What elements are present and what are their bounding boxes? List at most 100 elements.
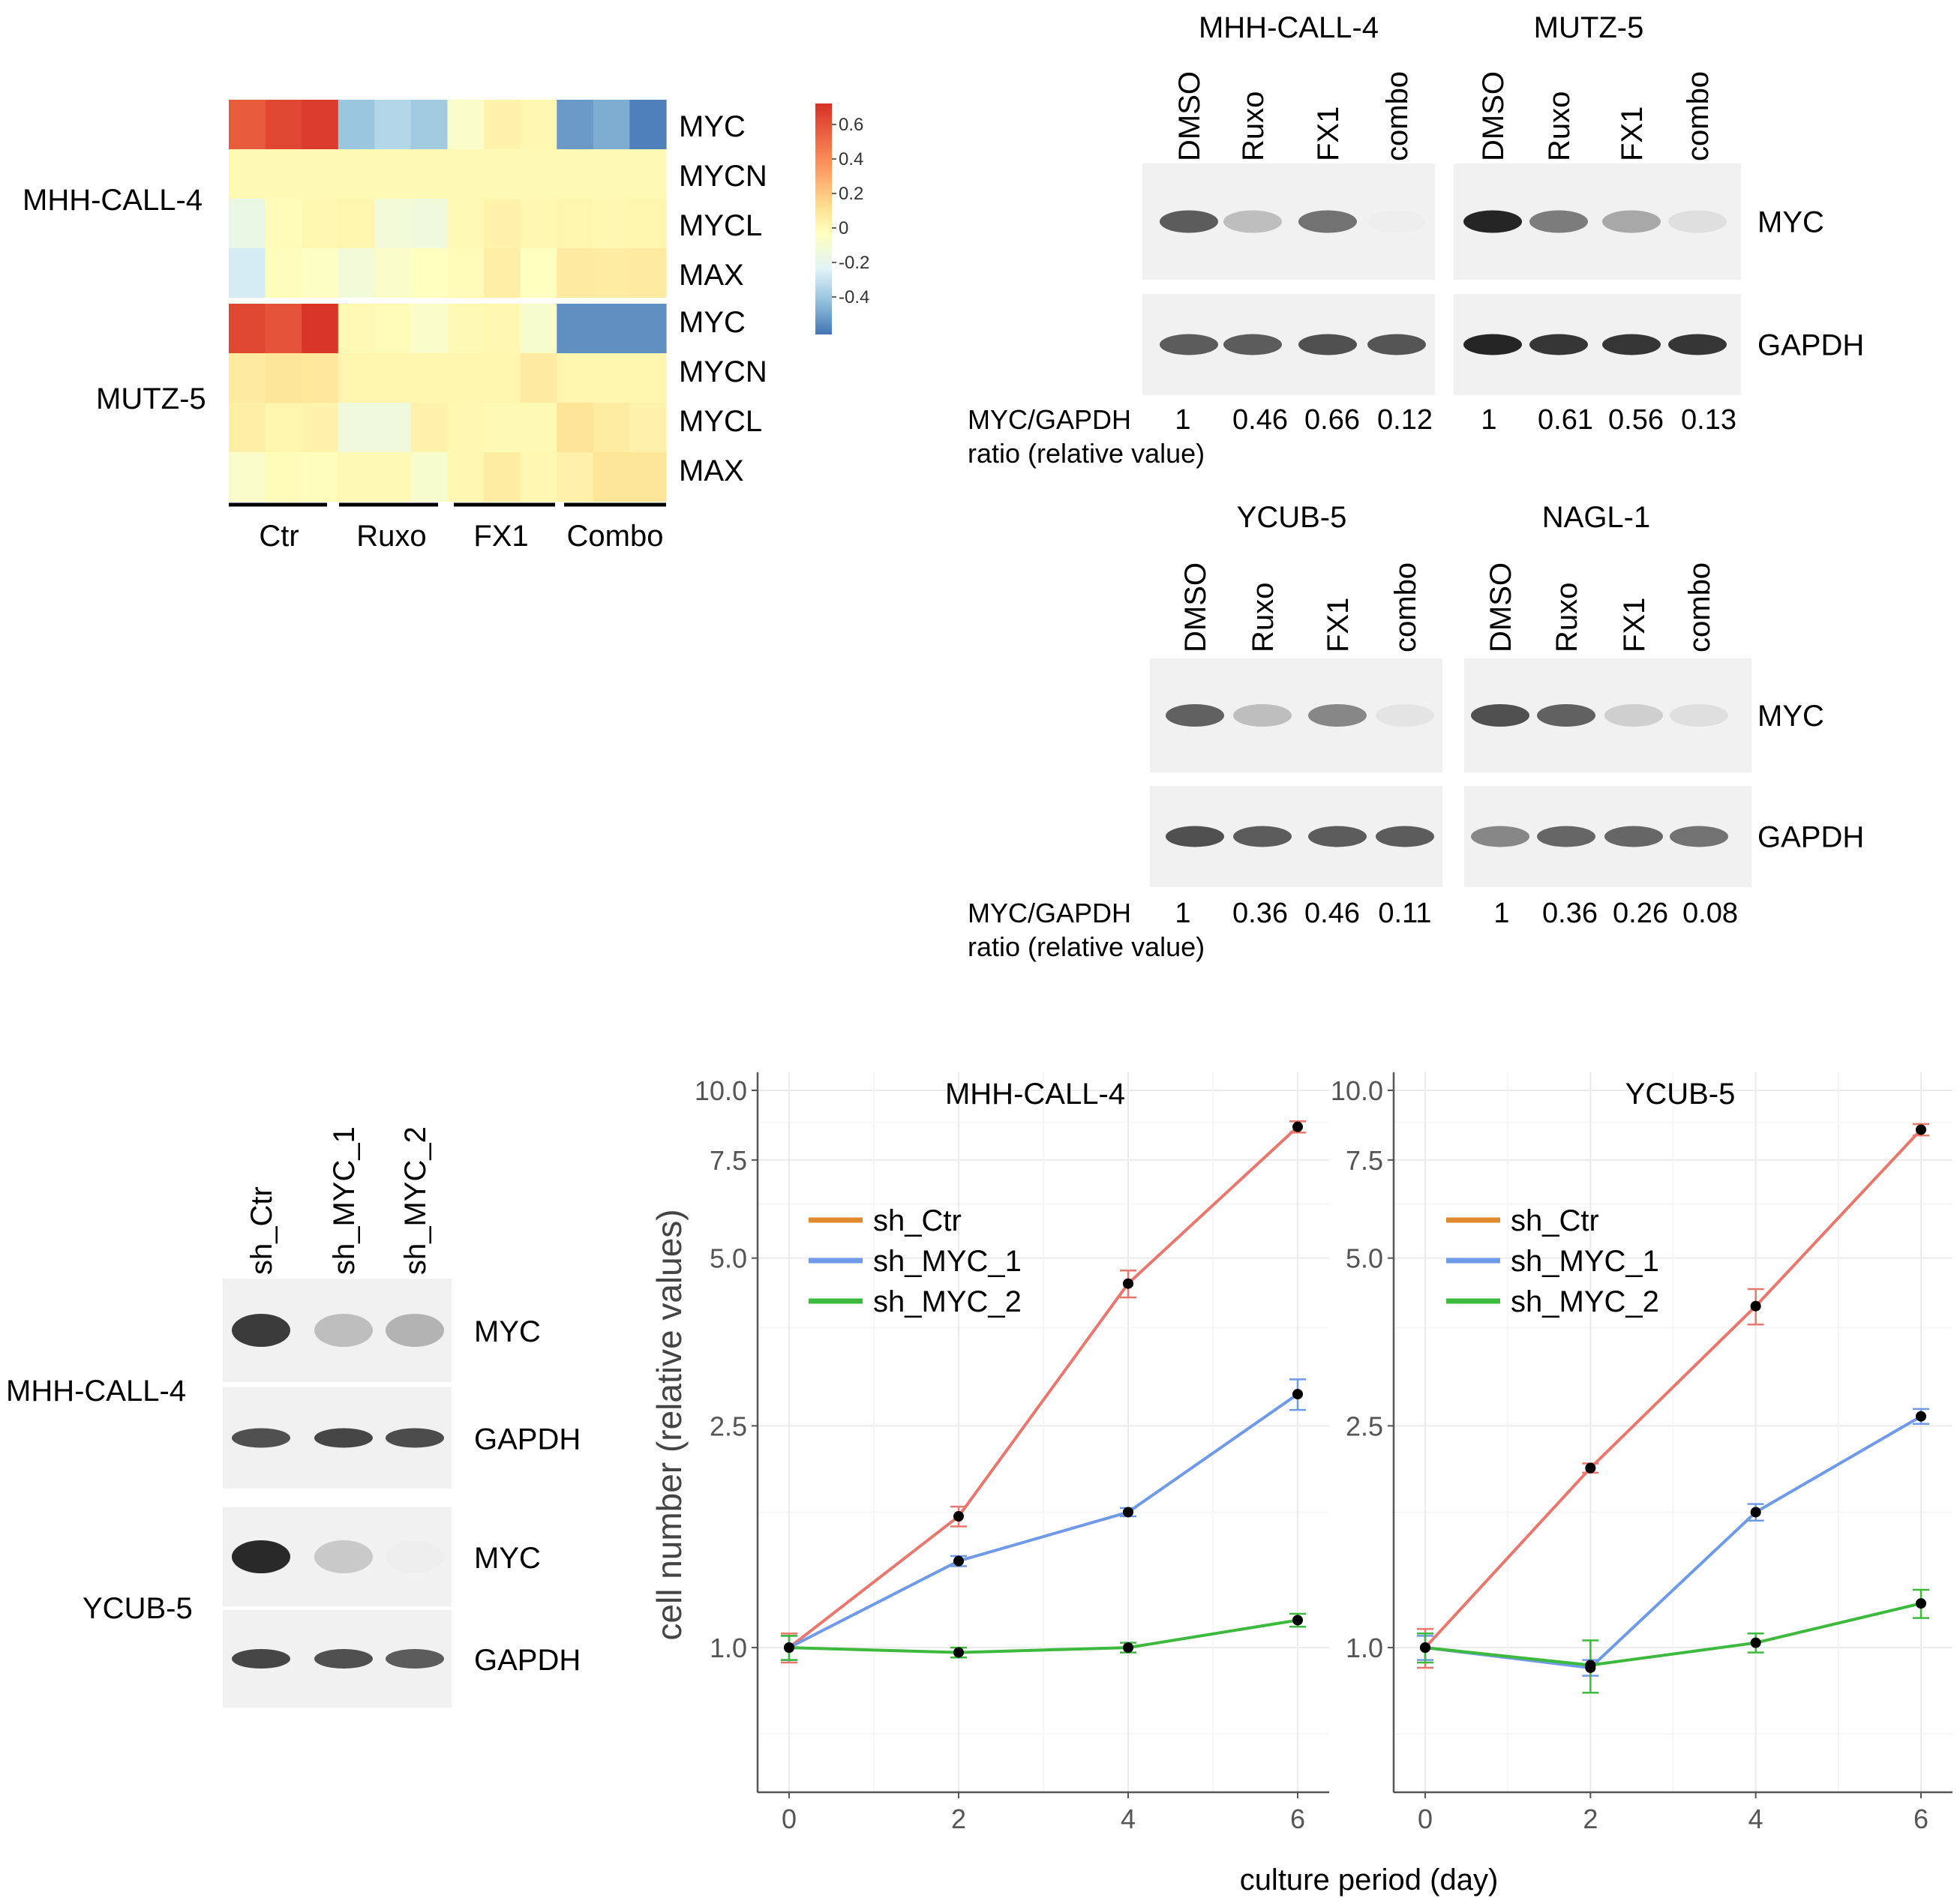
- band: [1166, 704, 1224, 727]
- y-tick-label: 7.5: [1346, 1145, 1383, 1176]
- heatmap-cell: [338, 403, 375, 452]
- ratio-value: 0.13: [1681, 404, 1736, 436]
- band: [232, 1314, 290, 1347]
- band-label: MYC: [1757, 700, 1824, 733]
- y-tick-label: 10.0: [695, 1075, 747, 1106]
- band-label: MYC: [474, 1542, 541, 1575]
- data-point: [1916, 1598, 1926, 1609]
- heatmap-cell: [229, 199, 266, 248]
- band: [1670, 704, 1728, 727]
- heatmap-cell: [338, 248, 375, 298]
- color-bar-tick-label: -0.2: [839, 253, 869, 273]
- top-western-blots: MHH-CALL-4 DMSO Ruxo FX1 combo 1 0.46 0.66 0.12 M…: [968, 11, 1864, 962]
- legend-label: sh_MYC_2: [873, 1285, 1022, 1318]
- heatmap-cell: [484, 248, 521, 298]
- x-tick-label: 0: [782, 1804, 797, 1834]
- band-label: MYC: [474, 1315, 541, 1348]
- data-point: [1750, 1507, 1761, 1518]
- legend-label: sh_Ctr: [873, 1204, 962, 1237]
- lane-label: Ruxo: [1237, 91, 1270, 161]
- chart-y-axis-label: cell number (relative values): [650, 1209, 689, 1640]
- heatmap-cell: [410, 403, 449, 452]
- heatmap-cell: [410, 248, 449, 298]
- band: [1166, 826, 1224, 847]
- ratio-value: 0.66: [1304, 404, 1360, 436]
- color-bar-ticks: 0.6 0.4 0.2 0 -0.2 -0.4: [832, 115, 869, 307]
- band-label: MYC: [1757, 206, 1824, 239]
- heatmap-cell: [265, 403, 302, 452]
- heatmap-cell: [410, 100, 449, 149]
- heatmap-group-label: MHH-CALL-4: [23, 184, 203, 217]
- ratio-value: 1: [1481, 404, 1496, 436]
- y-tick-label: 5.0: [1346, 1243, 1383, 1274]
- heatmap-cell: [265, 353, 302, 403]
- heatmap-cell: [557, 149, 594, 199]
- condition-label: Combo: [567, 520, 664, 553]
- heatmap-cell: [265, 248, 302, 298]
- lane-label: Ruxo: [1247, 583, 1280, 652]
- band: [1471, 826, 1529, 847]
- heatmap-cell: [447, 199, 485, 248]
- heatmap-group-label: MUTZ-5: [96, 382, 206, 415]
- heatmap-cell: [302, 199, 339, 248]
- ratio-value: 0.36: [1232, 898, 1288, 929]
- band: [1298, 334, 1357, 355]
- heatmap-cell: [557, 452, 594, 502]
- heatmap-cell: [229, 452, 266, 502]
- heatmap-cell: [265, 452, 302, 502]
- cell-line-label: MHH-CALL-4: [6, 1375, 186, 1408]
- heatmap-cell: [229, 403, 266, 452]
- ratio-value: 0.26: [1613, 898, 1668, 929]
- band: [386, 1540, 444, 1573]
- y-tick-label: 2.5: [710, 1411, 747, 1441]
- gene-label: MAX: [679, 454, 744, 487]
- lane-label: FX1: [1618, 598, 1651, 652]
- lane-label: FX1: [1312, 106, 1345, 161]
- heatmap-cell: [629, 248, 667, 298]
- ratio-value: 0.61: [1538, 404, 1593, 436]
- data-point: [1123, 1278, 1133, 1289]
- band: [1668, 210, 1727, 233]
- heatmap-cell: [302, 304, 339, 353]
- band-label: GAPDH: [1757, 329, 1864, 362]
- heatmap-cell: [302, 248, 339, 298]
- data-point: [1123, 1507, 1133, 1518]
- lane-label: DMSO: [1484, 562, 1517, 652]
- data-point: [1750, 1637, 1761, 1648]
- lane-label: combo: [1682, 71, 1715, 161]
- band-label: GAPDH: [1757, 821, 1864, 854]
- heatmap-cell: [629, 353, 667, 403]
- data-point: [1916, 1124, 1926, 1135]
- heatmap-cell: [629, 304, 667, 353]
- heatmap-cell: [447, 100, 485, 149]
- heatmap-cell: [338, 149, 375, 199]
- heatmap-cell: [410, 452, 449, 502]
- band: [314, 1428, 373, 1448]
- band: [386, 1314, 444, 1347]
- heatmap-cell: [484, 353, 521, 403]
- band: [1223, 334, 1282, 355]
- x-tick-label: 0: [1418, 1804, 1433, 1834]
- legend-label: sh_MYC_1: [873, 1245, 1022, 1278]
- chart-x-axis-label: culture period (day): [1240, 1864, 1499, 1897]
- heatmap-cell: [520, 100, 557, 149]
- line-chart: 1.0 2.5 5.0 7.5 10.0 0 2 4 6 MHH-CALL-4 sh_Ctr sh_M…: [695, 1072, 1329, 1834]
- y-tick-label: 2.5: [1346, 1411, 1383, 1441]
- color-bar-tick-label: 0.2: [839, 184, 863, 204]
- lane-label: sh_Ctr: [245, 1186, 278, 1275]
- band: [314, 1540, 373, 1573]
- color-bar-tick-label: 0.6: [839, 115, 863, 135]
- series-line: [788, 1618, 1298, 1654]
- ratio-value: 1: [1175, 404, 1190, 436]
- gene-label: MAX: [679, 259, 744, 292]
- heatmap-cell: [302, 149, 339, 199]
- band: [1376, 704, 1434, 727]
- heatmap-cell: [593, 248, 630, 298]
- data-point: [1916, 1411, 1926, 1422]
- band: [1308, 826, 1367, 847]
- band-label: GAPDH: [474, 1644, 581, 1677]
- heatmap-cell: [557, 353, 594, 403]
- data-point: [953, 1647, 964, 1658]
- ratio-value: 0.08: [1682, 898, 1738, 929]
- heatmap-cell: [447, 452, 485, 502]
